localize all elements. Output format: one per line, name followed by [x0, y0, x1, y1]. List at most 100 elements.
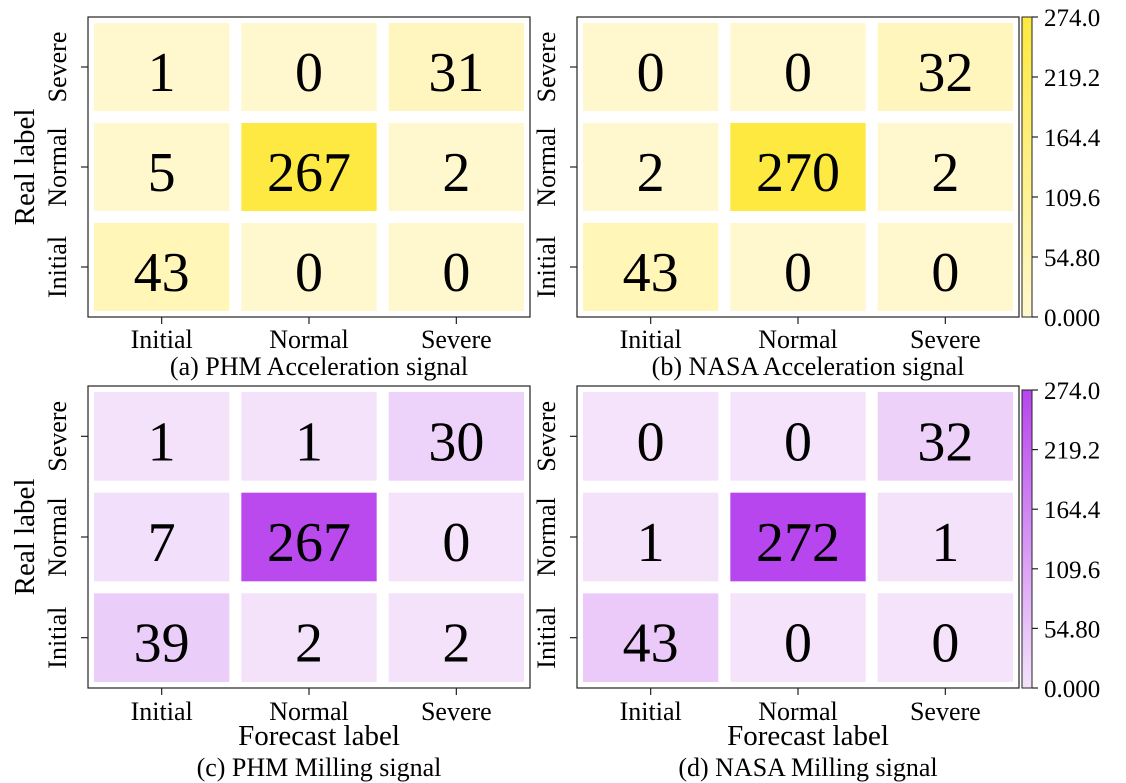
cell-value-label: 270: [756, 142, 840, 204]
heatmap-cell: [730, 223, 866, 311]
heatmap-cell: [388, 392, 524, 481]
colorbar: 274.0 219.2 164.4 109.6 54.80 0.000: [1021, 5, 1101, 332]
heatmap-cell: [241, 123, 377, 211]
heatmap-cell: [94, 392, 230, 481]
y-tick-label: Normal: [43, 127, 72, 206]
cell-value-label: 39: [134, 613, 190, 675]
heatmap-cell: [94, 593, 230, 682]
panel-title: (d) NASA Milling signal: [678, 753, 937, 782]
y-axis-title: Real label: [9, 479, 41, 596]
colorbar-tick-label: 219.2: [1044, 438, 1100, 465]
y-tick-label: Normal: [532, 497, 561, 576]
heatmap-cell: [583, 492, 719, 582]
heatmap-panel: 0 0 32 2 270 2 43 0 0 Initial Normal Severe Severe No…: [532, 16, 1020, 381]
heatmap-cell: [583, 593, 719, 682]
y-axis-title: Real label: [9, 109, 41, 226]
panel-title: (a) PHM Acceleration signal: [170, 352, 468, 381]
heatmap-cell: [877, 392, 1013, 481]
heatmap-cell: [388, 223, 524, 311]
heatmap-cell: [730, 23, 866, 111]
heatmap-cell: [583, 392, 719, 481]
x-tick-label: Severe: [910, 697, 981, 726]
panel-title: (b) NASA Acceleration signal: [652, 352, 965, 381]
x-tick-label: Severe: [910, 325, 981, 354]
cell-value-label: 31: [428, 42, 484, 104]
heatmap-cell: [241, 492, 377, 582]
cell-value-label: 0: [637, 411, 665, 473]
y-tick-label: Severe: [532, 401, 561, 472]
heatmap-cell: [94, 123, 230, 211]
cell-value-label: 2: [442, 613, 470, 675]
y-tick-label: Normal: [532, 127, 561, 206]
colorbar-tick-label: 274.0: [1044, 378, 1100, 405]
x-tick-label: Initial: [620, 325, 682, 354]
cell-value-label: 43: [623, 242, 679, 304]
x-axis-title: Forecast label: [238, 720, 400, 752]
heatmap-cell: [388, 23, 524, 111]
heatmap-cell: [241, 593, 377, 682]
heatmap-cell: [730, 492, 866, 582]
colorbar-tick-label: 109.6: [1044, 557, 1100, 584]
cell-value-label: 2: [295, 613, 323, 675]
cell-value-label: 267: [267, 512, 351, 574]
heatmap-cell: [94, 492, 230, 582]
cell-value-label: 43: [134, 242, 190, 304]
x-tick-label: Initial: [131, 325, 193, 354]
y-tick-label: Initial: [43, 607, 72, 669]
cell-value-label: 32: [917, 411, 973, 473]
cell-value-label: 1: [148, 411, 176, 473]
heatmap-cell: [730, 593, 866, 682]
y-tick-label: Normal: [43, 497, 72, 576]
heatmap-cell: [388, 492, 524, 582]
x-tick-label: Initial: [131, 697, 193, 726]
cell-value-label: 0: [295, 42, 323, 104]
heatmap-cell: [877, 223, 1013, 311]
heatmap-cell: [730, 392, 866, 481]
heatmap-cell: [583, 123, 719, 211]
cell-value-label: 267: [267, 142, 351, 204]
heatmap-panel: 1 0 31 5 267 2 43 0 0 Initial Normal Severe Severe No…: [9, 16, 531, 381]
y-tick-label: Initial: [43, 236, 72, 298]
cell-value-label: 7: [148, 512, 176, 574]
x-axis-title: Forecast label: [727, 720, 889, 752]
heatmap-cell: [94, 23, 230, 111]
heatmap-cell: [877, 123, 1013, 211]
panel-title: (c) PHM Milling signal: [197, 753, 442, 782]
cell-value-label: 1: [295, 411, 323, 473]
cell-value-label: 32: [917, 42, 973, 104]
colorbar-gradient: [1021, 16, 1033, 318]
cell-value-label: 0: [637, 42, 665, 104]
colorbar-tick-label: 109.6: [1044, 185, 1100, 212]
cell-value-label: 0: [784, 613, 812, 675]
x-tick-label: Initial: [620, 697, 682, 726]
y-tick-label: Initial: [532, 607, 561, 669]
colorbar-tick-label: 164.4: [1044, 497, 1101, 524]
x-tick-label: Severe: [421, 325, 492, 354]
cell-value-label: 0: [442, 512, 470, 574]
heatmap-cell: [583, 223, 719, 311]
cell-value-label: 0: [784, 411, 812, 473]
colorbar-tick-label: 0.000: [1044, 676, 1100, 703]
y-tick-label: Severe: [532, 32, 561, 103]
heatmap-cell: [877, 492, 1013, 582]
colorbar-tick-label: 54.80: [1044, 616, 1100, 643]
cell-value-label: 1: [148, 42, 176, 104]
cell-value-label: 0: [931, 242, 959, 304]
cell-value-label: 2: [931, 142, 959, 204]
cell-value-label: 0: [295, 242, 323, 304]
heatmap-cell: [388, 123, 524, 211]
cell-value-label: 43: [623, 613, 679, 675]
cell-value-label: 30: [428, 411, 484, 473]
cell-value-label: 1: [931, 512, 959, 574]
colorbar-tick-label: 0.000: [1044, 305, 1100, 332]
cell-value-label: 272: [756, 512, 840, 574]
heatmap-cell: [730, 123, 866, 211]
colorbar: 274.0 219.2 164.4 109.6 54.80 0.000: [1021, 378, 1101, 703]
x-tick-label: Normal: [758, 325, 837, 354]
heatmap-cell: [583, 23, 719, 111]
cell-value-label: 1: [637, 512, 665, 574]
heatmap-panel: 0 0 32 1 272 1 43 0 0 Initial Normal Severe Severe No…: [532, 385, 1020, 782]
x-tick-label: Severe: [421, 697, 492, 726]
x-tick-label: Normal: [269, 697, 348, 726]
